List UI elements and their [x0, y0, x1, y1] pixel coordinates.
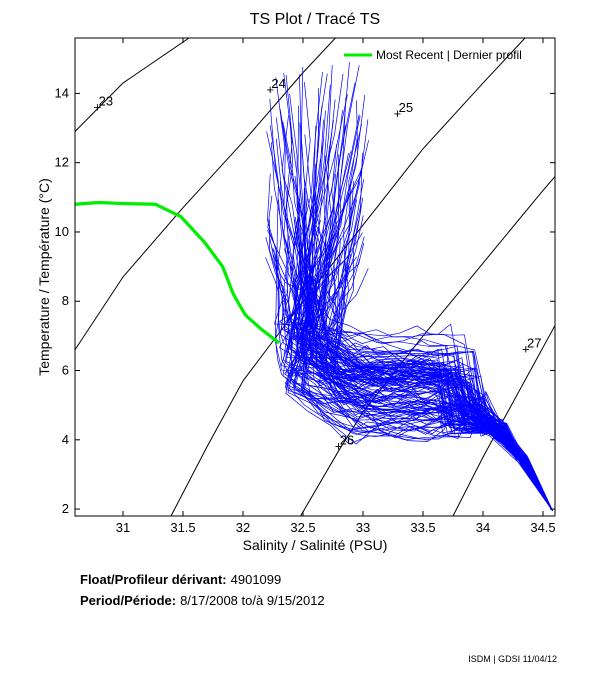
- contour-label-25: 25: [399, 100, 413, 115]
- x-tick-label: 34.5: [530, 520, 555, 535]
- historical-profile: [325, 179, 553, 511]
- contour-marker-25: +: [394, 106, 402, 121]
- historical-profile: [311, 199, 553, 511]
- historical-profile: [307, 242, 553, 511]
- x-tick-label: 31: [116, 520, 130, 535]
- historical-profile: [285, 74, 553, 511]
- legend-label: Most Recent | Dernier profil: [376, 48, 522, 62]
- y-axis-label: Temperature / Température (°C): [36, 178, 52, 376]
- contour-marker-24: +: [266, 82, 274, 97]
- x-tick-label: 34: [476, 520, 490, 535]
- historical-profile: [328, 254, 553, 511]
- historical-profile: [284, 262, 553, 511]
- historical-profile: [280, 94, 553, 511]
- contour-marker-26: +: [335, 439, 343, 454]
- period-info: Period/Période: 8/17/2008 to/à 9/15/2012: [80, 593, 325, 608]
- x-tick-label: 33: [356, 520, 370, 535]
- sigma-contour-24: [75, 38, 336, 351]
- historical-profile: [305, 212, 553, 511]
- historical-profile: [271, 246, 553, 511]
- chart-title: TS Plot / Tracé TS: [250, 11, 380, 28]
- contour-label-26: 26: [340, 433, 354, 448]
- x-axis-label: Salinity / Salinité (PSU): [243, 537, 388, 553]
- historical-profile: [275, 280, 553, 511]
- contour-marker-27: +: [522, 342, 530, 357]
- historical-profile: [267, 229, 553, 511]
- sigma-contour-23: [75, 38, 190, 132]
- historical-profiles: [265, 62, 553, 512]
- historical-profile: [309, 146, 553, 511]
- y-tick-label: 4: [62, 432, 69, 447]
- historical-profile: [304, 134, 553, 511]
- historical-profile: [306, 274, 553, 511]
- historical-profile: [314, 256, 553, 511]
- historical-profile: [273, 248, 553, 511]
- y-tick-label: 10: [55, 224, 69, 239]
- historical-profile: [300, 207, 553, 511]
- most-recent-profile: [75, 200, 280, 345]
- historical-profile: [308, 205, 553, 511]
- x-axis: 31 31.5 32 32.5 33 33.5 34 34.5: [116, 38, 556, 535]
- y-axis: 2 4 6 8 10 12 14: [55, 85, 555, 516]
- historical-profile: [299, 119, 553, 511]
- float-value: 4901099: [230, 572, 282, 587]
- historical-profile: [283, 73, 553, 511]
- period-value: 8/17/2008 to/à 9/15/2012: [180, 593, 325, 608]
- sigma-contour-26: [300, 176, 555, 516]
- float-info: Float/Profileur dérivant: 4901099: [80, 572, 281, 587]
- contour-marker-23: +: [94, 99, 102, 114]
- historical-profile: [302, 94, 553, 511]
- y-tick-label: 12: [55, 155, 69, 170]
- legend: Most Recent | Dernier profil: [344, 48, 522, 62]
- historical-profile: [285, 163, 553, 511]
- footer-credit: ISDM | GDSI 11/04/12: [468, 654, 557, 664]
- contour-label-27: 27: [527, 336, 541, 351]
- historical-profile: [305, 274, 553, 511]
- historical-profile: [267, 195, 553, 511]
- sigma-contour-25: [170, 38, 526, 516]
- period-label: Period/Période:: [80, 593, 177, 608]
- contour-labels: +23+24+25+26+27: [94, 76, 542, 454]
- historical-profile: [312, 280, 553, 511]
- y-tick-label: 6: [62, 363, 69, 378]
- x-tick-label: 31.5: [170, 520, 195, 535]
- y-tick-label: 8: [62, 293, 69, 308]
- historical-profile: [307, 275, 553, 511]
- historical-profile: [300, 263, 553, 511]
- historical-profile: [279, 109, 553, 511]
- x-tick-label: 32.5: [290, 520, 315, 535]
- most-recent-profile-layer: [75, 200, 280, 345]
- y-tick-label: 14: [55, 85, 69, 100]
- contour-label-24: 24: [271, 76, 285, 91]
- historical-profile: [329, 238, 553, 511]
- historical-profile: [318, 62, 553, 511]
- historical-profile: [289, 93, 553, 511]
- contour-label-23: 23: [99, 93, 113, 108]
- plot-frame: [74, 37, 556, 517]
- float-label: Float/Profileur dérivant:: [80, 572, 227, 587]
- historical-profile: [273, 121, 553, 511]
- x-tick-label: 32: [236, 520, 250, 535]
- y-tick-label: 2: [62, 501, 69, 516]
- x-tick-label: 33.5: [410, 520, 435, 535]
